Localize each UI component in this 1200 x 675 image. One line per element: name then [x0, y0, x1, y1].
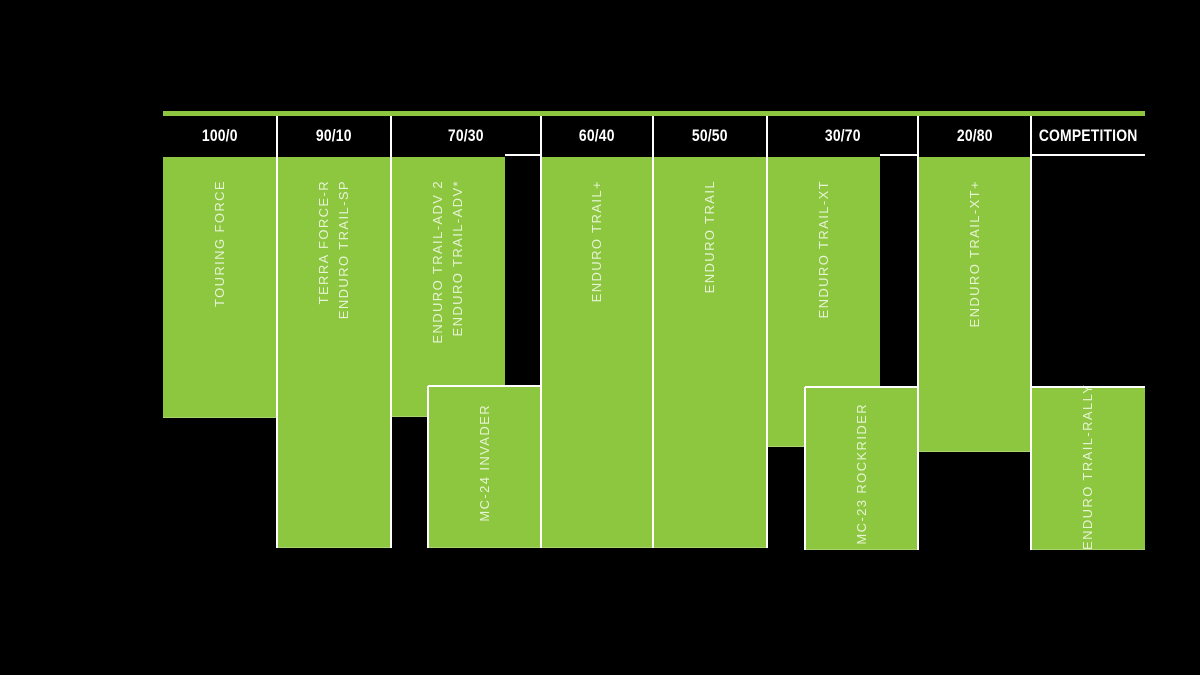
product-bar-mc23-rockrider: MC-23 ROCKRIDER [805, 387, 918, 550]
product-bar-enduro-trail-plus: ENDURO TRAIL+ [541, 157, 653, 548]
product-bar-label: ENDURO TRAIL-RALLY [1080, 383, 1095, 550]
divider-line [276, 116, 278, 548]
product-bar-label: ENDURO TRAIL+ [589, 180, 604, 303]
product-bar-enduro-trail-rally: ENDURO TRAIL-RALLY [1031, 383, 1145, 550]
ratio-label: 90/10 [316, 125, 352, 145]
divider-line [917, 116, 919, 550]
product-bar-terra-force-r: TERRA FORCE-R ENDURO TRAIL-SP [277, 157, 391, 548]
divider-line [505, 154, 541, 156]
ratio-label: 20/80 [956, 125, 993, 145]
product-bar-label: TOURING FORCE [212, 180, 227, 308]
product-bar-label: TERRA FORCE-R ENDURO TRAIL-SP [316, 180, 351, 320]
ratio-header-30-70: 30/70 [767, 116, 918, 155]
product-bar-enduro-trail-xt-plus: ENDURO TRAIL-XT+ [918, 157, 1031, 452]
ratio-header-competition: COMPETITION [1031, 116, 1145, 155]
divider-line [1031, 386, 1145, 388]
divider-line [390, 116, 392, 548]
ratio-label: COMPETITION [1038, 125, 1138, 145]
ratio-header-100-0: 100/0 [163, 116, 277, 155]
product-bar-label: ENDURO TRAIL [702, 180, 717, 294]
ratio-label: 30/70 [824, 125, 861, 145]
product-bar-label: MC-24 INVADER [476, 404, 492, 522]
ratio-header-20-80: 20/80 [918, 116, 1031, 155]
divider-line [805, 386, 918, 388]
divider-line [804, 387, 806, 550]
product-bar-enduro-trail: ENDURO TRAIL [653, 157, 767, 548]
header-accent-line [163, 111, 1145, 116]
product-bar-enduro-trail-adv: ENDURO TRAIL-ADV 2 ENDURO TRAIL-ADV* [391, 157, 505, 417]
ratio-header-90-10: 90/10 [277, 116, 391, 155]
ratio-header-60-40: 60/40 [541, 116, 653, 155]
ratio-label: 100/0 [202, 125, 238, 145]
product-bar-mc24-invader: MC-24 INVADER [428, 386, 541, 548]
ratio-label: 60/40 [579, 125, 615, 145]
ratio-header-70-30: 70/30 [391, 116, 541, 155]
divider-line [428, 385, 541, 387]
divider-line [766, 116, 768, 548]
divider-line [1030, 116, 1032, 550]
divider-line [540, 116, 542, 548]
product-bar-label: ENDURO TRAIL-ADV 2 ENDURO TRAIL-ADV* [430, 180, 465, 344]
divider-line [427, 386, 429, 548]
product-bar-label: MC-23 ROCKRIDER [853, 403, 869, 545]
product-bar-label: ENDURO TRAIL-XT+ [966, 180, 982, 328]
ratio-header-50-50: 50/50 [653, 116, 767, 155]
product-bar-touring-force: TOURING FORCE [163, 157, 277, 418]
divider-line [1031, 154, 1145, 156]
ratio-label: 70/30 [448, 125, 484, 145]
ratio-label: 50/50 [692, 125, 728, 145]
divider-line [652, 116, 654, 548]
divider-line [880, 154, 918, 156]
